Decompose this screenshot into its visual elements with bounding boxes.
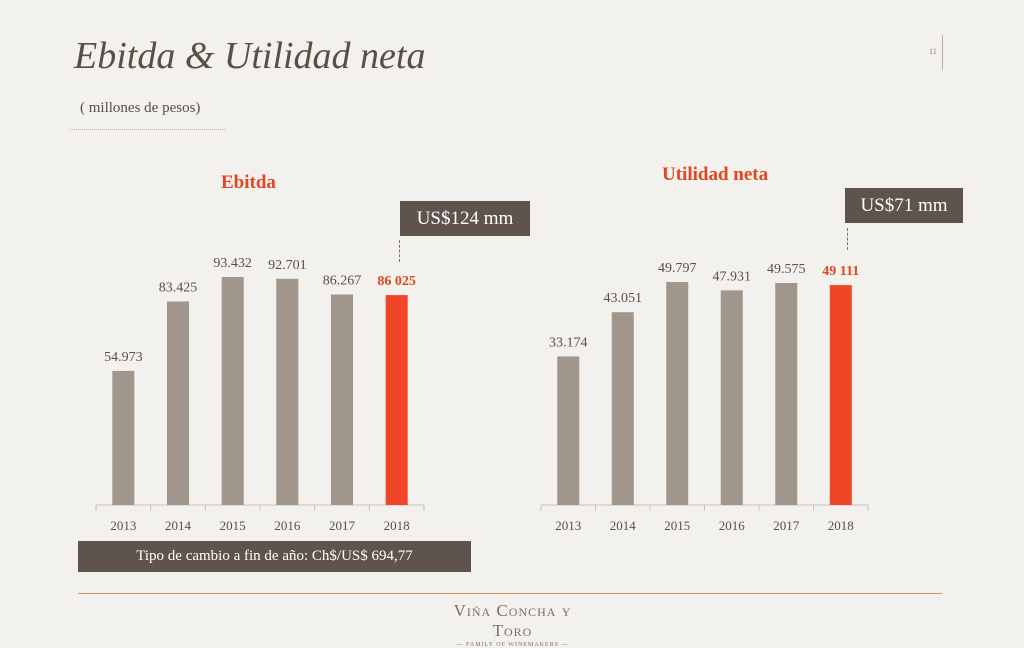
ebitda-category-label: 2013 (110, 518, 136, 533)
net-income-data-label: 33.174 (549, 335, 588, 350)
ebitda-bar (385, 295, 408, 505)
page-number-divider (942, 35, 943, 70)
ebitda-category-label: 2014 (165, 518, 192, 533)
page-number: 11 (929, 47, 937, 56)
ebitda-category-label: 2018 (384, 518, 410, 533)
ebitda-data-label: 92.701 (268, 258, 307, 273)
net-income-bar (775, 282, 798, 505)
ebitda-data-label: 83.425 (159, 280, 198, 295)
exchange-rate-box: Tipo de cambio a fin de año: Ch$/US$ 694… (78, 541, 471, 572)
subtitle-divider (70, 129, 225, 130)
net-income-category-label: 2014 (610, 518, 637, 533)
net-income-callout-connector (847, 228, 848, 250)
net-income-data-label: 49.575 (767, 262, 806, 277)
net-income-bar (666, 282, 689, 505)
ebitda-bar (112, 370, 135, 505)
ebitda-category-label: 2016 (274, 518, 301, 533)
logo-wordmark: Viña Concha y Toro (453, 601, 572, 640)
net-income-data-label: 49 111 (822, 264, 859, 279)
company-logo: Viña Concha y Toro — FAMILY OF WINEMAKER… (440, 601, 585, 648)
net-income-data-label: 47.931 (713, 269, 752, 284)
net-income-category-label: 2015 (664, 518, 690, 533)
ebitda-category-label: 2015 (220, 518, 246, 533)
net-income-usd-callout: US$71 mm (845, 188, 963, 223)
ebitda-bar (331, 294, 353, 505)
ebitda-data-label: 86 025 (377, 274, 416, 289)
ebitda-data-label: 93.432 (213, 256, 252, 271)
net-income-bar (720, 290, 743, 505)
net-income-category-label: 2016 (719, 518, 746, 533)
ebitda-data-label: 54.973 (104, 350, 143, 365)
ebitda-category-label: 2017 (329, 518, 356, 533)
ebitda-usd-callout: US$124 mm (400, 201, 530, 236)
ebitda-chart-title: Ebitda (221, 172, 276, 193)
logo-tagline: — FAMILY OF WINEMAKERS — (456, 642, 569, 648)
ebitda-callout-connector (399, 240, 400, 262)
net-income-bar (557, 356, 580, 505)
ebitda-bar (276, 278, 299, 505)
page-title: Ebitda & Utilidad neta (74, 35, 426, 77)
net-income-bar (829, 285, 852, 505)
net-income-data-label: 49.797 (658, 261, 697, 276)
net-income-data-label: 43.051 (604, 291, 643, 306)
net-income-category-label: 2018 (828, 518, 854, 533)
net-income-category-label: 2013 (555, 518, 581, 533)
net-income-chart-title: Utilidad neta (662, 164, 769, 185)
footer-divider (78, 593, 942, 594)
page-subtitle: ( millones de pesos) (80, 100, 201, 116)
ebitda-bar (167, 301, 189, 505)
net-income-category-label: 2017 (773, 518, 800, 533)
net-income-bar (611, 312, 634, 505)
ebitda-data-label: 86.267 (323, 273, 362, 288)
ebitda-bar (221, 277, 244, 505)
